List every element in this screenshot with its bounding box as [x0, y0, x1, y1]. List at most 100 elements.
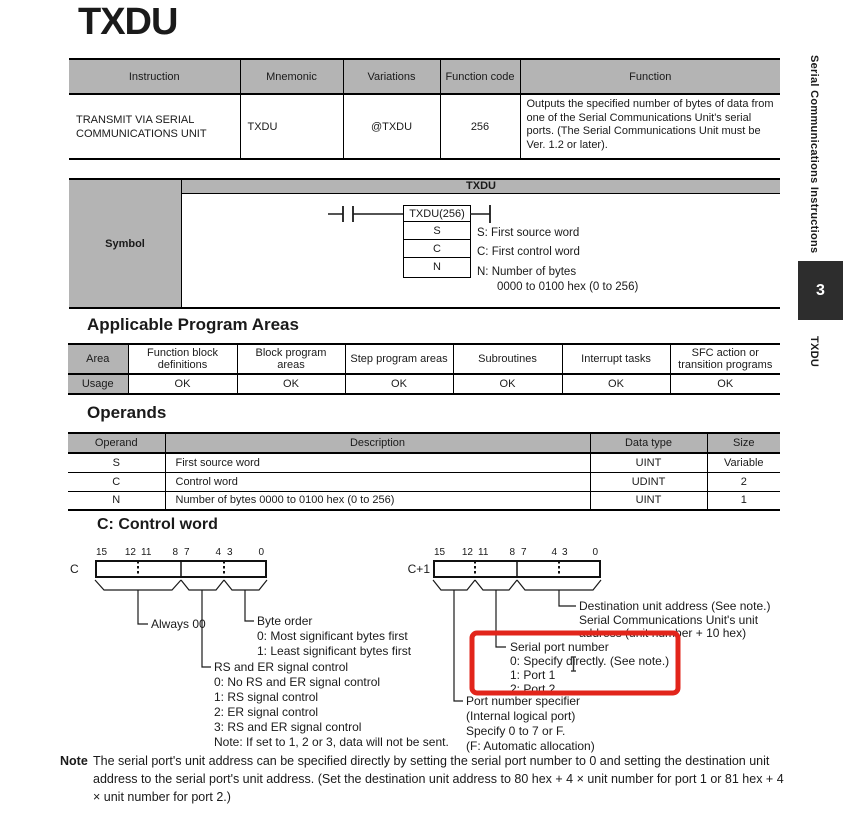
- operands-table: Operand Description Data type Size S Fir…: [68, 432, 780, 511]
- applicable-table: Area Function block definitions Block pr…: [68, 343, 780, 395]
- col-header-function-code: Function code: [439, 59, 521, 95]
- operand-desc-s: S: First source word: [477, 227, 580, 239]
- port-specifier-title: Port number specifier: [466, 694, 581, 708]
- rs-er-opt-0: 0: No RS and ER signal control: [214, 675, 381, 689]
- area-col-3: Subroutines: [452, 344, 563, 375]
- serial-port-title: Serial port number: [510, 640, 609, 654]
- operand-row-c: C Control word UDINT 2: [68, 472, 780, 492]
- c1-word-label: C+1: [407, 562, 430, 576]
- operand-desc-c: C: First control word: [477, 246, 580, 258]
- cell-function-code: 256: [439, 94, 521, 160]
- c-word-label: C: [70, 562, 79, 576]
- symbol-header: TXDU: [182, 180, 780, 194]
- c-bit-8: 8: [172, 547, 178, 558]
- cell-mnemonic: TXDU: [239, 94, 344, 160]
- symbol-block: Symbol TXDU: [69, 178, 780, 309]
- operand-c-type: UDINT: [589, 472, 708, 492]
- rs-er-opt-1: 1: RS signal control: [214, 690, 319, 704]
- usage-3: OK: [452, 374, 563, 395]
- c-bit-7: 7: [184, 547, 190, 558]
- c1-bit-12: 12: [461, 547, 473, 558]
- port-specifier-line-2: Specify 0 to 7 or F.: [466, 724, 566, 738]
- c1-bit-0: 0: [592, 547, 598, 558]
- col-header-variations: Variations: [342, 59, 441, 95]
- note-label: Note: [60, 754, 88, 768]
- page-title: TXDU: [78, 1, 178, 43]
- usage-2: OK: [344, 374, 454, 395]
- applicable-heading: Applicable Program Areas: [87, 315, 299, 334]
- instruction-table: Instruction Mnemonic Variations Function…: [69, 58, 780, 160]
- c-word-box: [95, 560, 267, 578]
- operands-header-size: Size: [706, 433, 780, 454]
- ladder-operand-n: N: [403, 257, 471, 278]
- operands-header-description: Description: [164, 433, 591, 454]
- rs-er-note: Note: If set to 1, 2 or 3, data will not…: [214, 735, 449, 749]
- serial-port-opt-1: 1: Port 1: [510, 668, 556, 682]
- sidebar-page-label: TXDU: [808, 336, 820, 368]
- operand-s: S: [68, 453, 166, 473]
- area-col-4: Interrupt tasks: [561, 344, 671, 375]
- operand-n: N: [68, 491, 166, 511]
- c-bit-12: 12: [124, 547, 136, 558]
- usage-5: OK: [669, 374, 780, 395]
- control-word-heading: C: Control word: [97, 516, 218, 533]
- rs-er-title: RS and ER signal control: [214, 660, 349, 674]
- usage-label: Usage: [68, 374, 129, 395]
- destination-line-1: Serial Communications Unit's unit: [579, 612, 759, 627]
- c1-bit-11: 11: [478, 547, 489, 558]
- operand-row-s: S First source word UINT Variable: [68, 453, 780, 473]
- byte-order-annotation: Byte order 0: Most significant bytes fir…: [257, 614, 411, 659]
- port-specifier-line-3: (F: Automatic allocation): [466, 739, 595, 753]
- operand-desc-n: N: Number of bytes: [477, 266, 577, 278]
- operand-s-desc: First source word: [164, 453, 591, 473]
- c1-bit-4: 4: [551, 547, 557, 558]
- operand-n-size: 1: [706, 491, 780, 511]
- c1-word-box: [433, 560, 601, 578]
- operand-row-n: N Number of bytes 0000 to 0100 hex (0 to…: [68, 491, 780, 511]
- destination-annotation: Destination unit address (See note.) Ser…: [579, 599, 771, 641]
- usage-4: OK: [561, 374, 671, 395]
- operand-s-size: Variable: [706, 453, 780, 473]
- c-bit-group-braces: [94, 579, 268, 591]
- operand-c-size: 2: [706, 472, 780, 492]
- c1-bit-3: 3: [562, 547, 568, 558]
- destination-line-2: address (unit number + 10 hex): [579, 626, 747, 640]
- area-col-1: Block program areas: [236, 344, 346, 375]
- port-specifier-annotation: Port number specifier (Internal logical …: [466, 694, 595, 754]
- c1-bit-15: 15: [434, 547, 446, 558]
- area-col-2: Step program areas: [344, 344, 454, 375]
- operand-n-type: UINT: [589, 491, 708, 511]
- c-bit-3: 3: [227, 547, 233, 558]
- c-bit-0: 0: [258, 547, 264, 558]
- serial-port-annotation: Serial port number 0: Specify directly. …: [510, 640, 669, 696]
- usage-0: OK: [127, 374, 238, 395]
- c1-bit-group-braces: [432, 579, 602, 591]
- usage-1: OK: [236, 374, 346, 395]
- operands-header-datatype: Data type: [589, 433, 708, 454]
- always-00-annotation: Always 00: [151, 617, 206, 631]
- rs-er-annotation: RS and ER signal control 0: No RS and ER…: [214, 660, 449, 750]
- byte-order-opt-1: 1: Least significant bytes first: [257, 644, 412, 658]
- serial-port-opt-0: 0: Specify directly. (See note.): [510, 654, 670, 668]
- rs-er-opt-2: 2: ER signal control: [214, 705, 319, 719]
- note-block: Note The serial port's unit address can …: [60, 752, 788, 806]
- operand-desc-n-range: 0000 to 0100 hex (0 to 256): [497, 281, 639, 293]
- destination-line-0: Destination unit address (See note.): [579, 599, 771, 613]
- c-bit-11: 11: [141, 547, 152, 558]
- c1-bit-8: 8: [509, 547, 515, 558]
- cell-function: Outputs the specified number of bytes of…: [519, 94, 780, 160]
- operand-c-desc: Control word: [164, 472, 591, 492]
- operands-header-operand: Operand: [68, 433, 166, 454]
- port-specifier-line-1: (Internal logical port): [466, 709, 576, 723]
- cell-instruction: TRANSMIT VIA SERIAL COMMUNICATIONS UNIT: [69, 94, 241, 160]
- byte-order-opt-0: 0: Most significant bytes first: [257, 629, 408, 643]
- area-col-0: Function block definitions: [127, 344, 238, 375]
- sidebar-section-label: Serial Communications Instructions: [808, 55, 820, 254]
- symbol-row-label: Symbol: [69, 180, 182, 307]
- col-header-instruction: Instruction: [69, 59, 241, 95]
- chapter-number-tab: 3: [798, 261, 843, 320]
- note-text: The serial port's unit address can be sp…: [93, 754, 784, 804]
- operand-n-desc: Number of bytes 0000 to 0100 hex (0 to 2…: [164, 491, 591, 511]
- c-bit-4: 4: [215, 547, 221, 558]
